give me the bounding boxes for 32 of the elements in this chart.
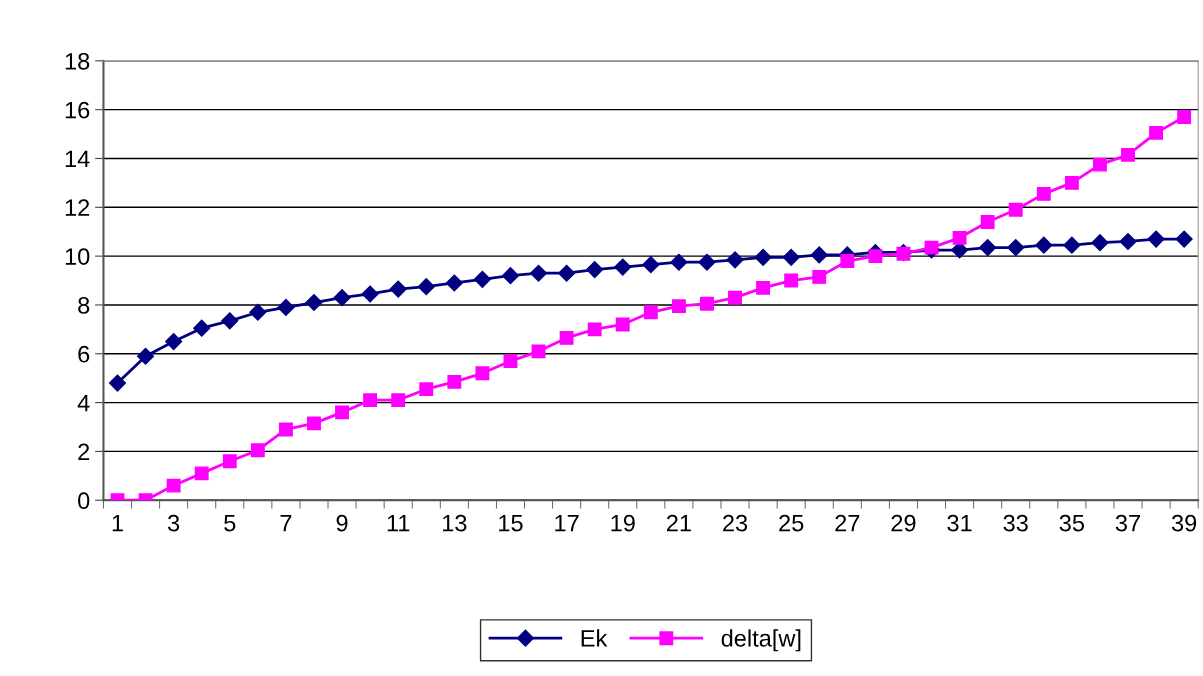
x-tick-label: 5 bbox=[224, 515, 236, 532]
legend-label: delta[w] bbox=[721, 629, 801, 652]
x-tick-label: 35 bbox=[1059, 514, 1085, 532]
x-tick-label: 13 bbox=[443, 514, 467, 532]
y-tick-label: 12 bbox=[65, 199, 90, 216]
x-tick-label: 33 bbox=[1003, 514, 1028, 532]
x-tick-label: 21 bbox=[666, 514, 691, 532]
x-tick-label: 15 bbox=[499, 515, 523, 532]
y-tick-label: 10 bbox=[65, 248, 90, 265]
x-tick-label: 25 bbox=[779, 514, 804, 532]
y-tick-label: 14 bbox=[65, 150, 90, 168]
y-tick-label: 6 bbox=[78, 345, 90, 363]
y-tick-label: 2 bbox=[78, 443, 90, 460]
x-tick-label: 23 bbox=[723, 514, 748, 532]
x-tick-label: 17 bbox=[555, 515, 579, 532]
x-tick-label: 11 bbox=[387, 515, 410, 532]
y-tick-label: 8 bbox=[78, 297, 90, 314]
y-tick-label: 4 bbox=[77, 394, 90, 412]
x-tick-label: 29 bbox=[891, 514, 916, 532]
x-tick-label: 19 bbox=[611, 514, 635, 532]
x-tick-label: 31 bbox=[947, 514, 972, 532]
legend-label: Ek bbox=[581, 629, 608, 647]
x-tick-label: 1 bbox=[112, 515, 123, 532]
x-tick-label: 7 bbox=[280, 515, 292, 532]
x-tick-label: 37 bbox=[1115, 514, 1140, 532]
y-tick-label: 18 bbox=[65, 52, 90, 70]
x-tick-label: 39 bbox=[1171, 514, 1197, 532]
x-tick-label: 27 bbox=[835, 514, 860, 532]
y-tick-label: 16 bbox=[65, 101, 90, 119]
x-tick-label: 9 bbox=[336, 514, 348, 532]
y-tick-label: 0 bbox=[78, 492, 90, 510]
x-tick-label: 3 bbox=[167, 514, 180, 532]
